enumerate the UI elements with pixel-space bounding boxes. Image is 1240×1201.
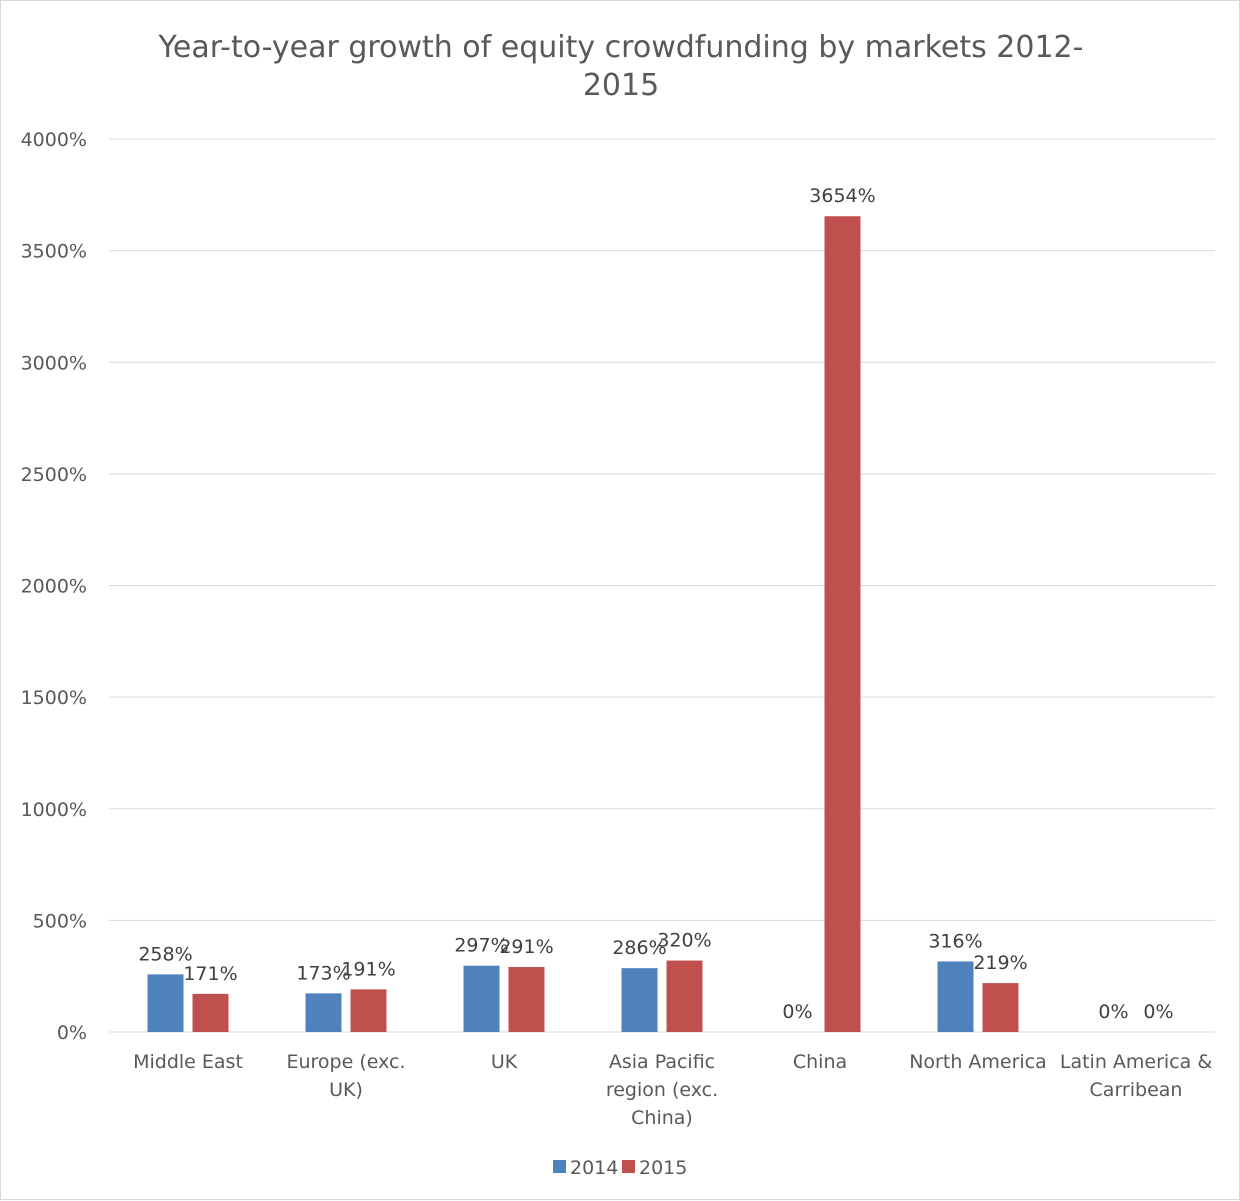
y-tick-label: 1000%	[21, 799, 87, 821]
x-category-label: UK	[491, 1051, 518, 1073]
data-label-2015-1: 171%	[183, 963, 237, 985]
data-label-2015-4: 320%	[657, 930, 711, 952]
chart-title-line: Year-to-year growth of equity crowdfundi…	[158, 30, 1084, 65]
data-label-2014-7: 0%	[1098, 1001, 1128, 1023]
x-category-label: North America	[909, 1051, 1047, 1073]
x-category-label: UK)	[329, 1079, 363, 1101]
bars	[147, 216, 1019, 1032]
bar-2014-2	[305, 993, 342, 1032]
x-category-label: Middle East	[133, 1051, 243, 1073]
data-label-2014-2: 173%	[296, 962, 350, 984]
bar-2015-1	[192, 993, 229, 1032]
bar-2014-3	[463, 965, 500, 1032]
data-label-2015-7: 0%	[1143, 1001, 1173, 1023]
y-tick-label: 500%	[33, 910, 87, 932]
x-category-label: Europe (exc.	[286, 1051, 405, 1073]
y-tick-label: 2500%	[21, 464, 87, 486]
legend: 2014 2015	[553, 1157, 687, 1179]
data-label-2014-6: 316%	[928, 930, 982, 952]
y-tick-label: 4000%	[21, 129, 87, 151]
bar-2014-4	[621, 968, 658, 1032]
legend-label-2014: 2014	[570, 1157, 618, 1179]
bar-2015-6	[982, 983, 1019, 1032]
data-label-2014-3: 297%	[454, 935, 508, 957]
chart-title: Year-to-year growth of equity crowdfundi…	[158, 30, 1084, 103]
legend-label-2015: 2015	[639, 1157, 687, 1179]
chart-title-line: 2015	[583, 68, 659, 103]
data-label-2015-5: 3654%	[809, 185, 875, 207]
data-label-2015-3: 291%	[499, 936, 553, 958]
x-category-label: region (exc.	[606, 1079, 718, 1101]
bar-2015-2	[350, 989, 387, 1032]
data-label-2015-6: 219%	[973, 952, 1027, 974]
bar-2015-3	[508, 967, 545, 1032]
y-tick-label: 3500%	[21, 241, 87, 263]
gridlines	[109, 138, 1215, 1033]
data-label-2014-5: 0%	[782, 1001, 812, 1023]
x-category-label: Latin America &	[1060, 1051, 1212, 1073]
bar-2014-6	[937, 961, 974, 1032]
bar-2015-5	[824, 216, 861, 1032]
legend-swatch-2014	[553, 1160, 566, 1173]
data-label-2014-4: 286%	[612, 937, 666, 959]
y-tick-label: 0%	[57, 1022, 87, 1044]
y-tick-label: 2000%	[21, 576, 87, 598]
legend-swatch-2015	[622, 1160, 635, 1173]
y-tick-label: 3000%	[21, 352, 87, 374]
x-category-label: Carribean	[1090, 1079, 1183, 1101]
data-label-2014-1: 258%	[138, 943, 192, 965]
bar-2015-4	[666, 960, 703, 1032]
x-axis-category-labels: Middle East Europe (exc. UK) UK Asia Pacific…	[133, 1051, 1212, 1129]
y-axis-tick-labels: 0% 500% 1000% 1500% 2000% 2500% 3000% 3500% 4000…	[21, 129, 87, 1044]
data-labels: 258%171% 173%191% 297%291% 286%320% 0% 3654% 3…	[138, 185, 1173, 1023]
x-category-label: Asia Pacific	[609, 1051, 715, 1073]
data-label-2015-2: 191%	[341, 958, 395, 980]
y-tick-label: 1500%	[21, 687, 87, 709]
x-category-label: China	[793, 1051, 847, 1073]
x-category-label: China)	[631, 1107, 693, 1129]
bar-2014-1	[147, 974, 184, 1032]
